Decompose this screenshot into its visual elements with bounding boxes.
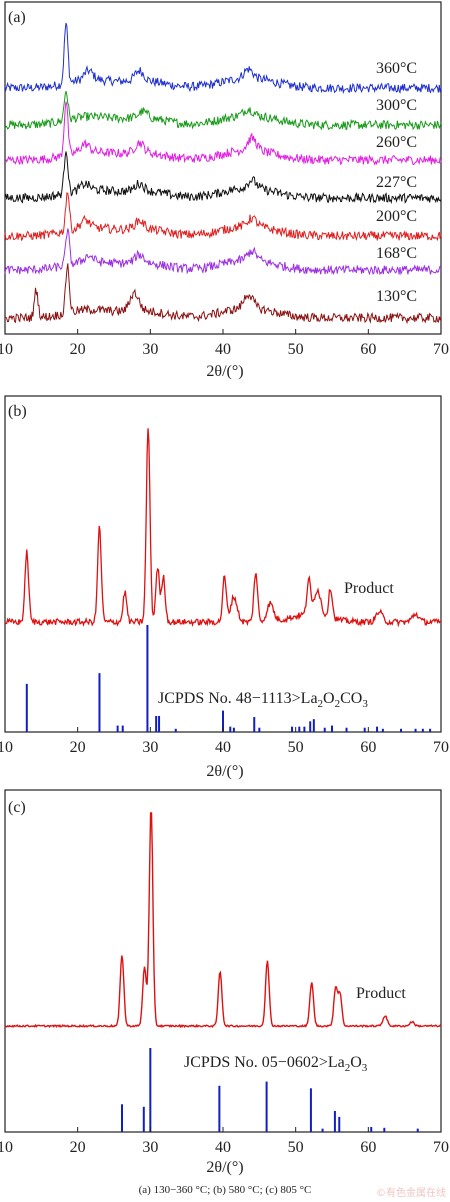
- ref-b-sub2: 2: [335, 698, 341, 710]
- panel-a-x-tick-label-10: 10: [0, 341, 13, 358]
- panel-c-curves: [4, 812, 442, 1029]
- series-300c-line: [4, 90, 442, 131]
- series-227c-line: [4, 151, 442, 205]
- panel-a-frame: [4, 1, 442, 335]
- panel-b-reference-label: JCPDS No. 48−1113>La2O2CO3: [158, 690, 368, 710]
- ref-b-sub1: 2: [318, 698, 324, 710]
- panel-b-label: (b): [8, 403, 27, 420]
- panel-c: (c) 10 20 30 40 50 60 70 Product JCPDS No. 05−…: [0, 789, 449, 1176]
- panel-c-x-tick-label-20: 20: [70, 1139, 86, 1156]
- ref-b-end: CO: [340, 690, 362, 707]
- panel-a-ticks: 10 20 30 40 50 60 70: [0, 329, 449, 358]
- product-b-line: [4, 428, 442, 628]
- panel-b-x-tick-label-70: 70: [433, 739, 449, 756]
- panel-b-x-axis-title: 2θ/(°): [206, 763, 243, 780]
- ref-c-main: JCPDS No. 05−0602>La: [184, 1054, 345, 1071]
- ref-c-sub1: 2: [345, 1062, 351, 1074]
- panel-b-ticks: 10 20 30 40 50 60 70: [0, 727, 449, 756]
- panel-b-x-tick-label-60: 60: [360, 739, 376, 756]
- series-label-130c: 130°C: [376, 288, 417, 305]
- panel-c-x-tick-label-30: 30: [142, 1139, 158, 1156]
- series-label-300c: 300°C: [376, 97, 417, 114]
- series-168c-line: [4, 228, 442, 276]
- series-label-168c: 168°C: [376, 245, 417, 262]
- ref-c-mid: O: [350, 1054, 362, 1071]
- panel-c-frame: [4, 789, 442, 1133]
- product-c-line: [4, 812, 442, 1029]
- panel-c-ticks: 10 20 30 40 50 60 70: [0, 1127, 449, 1156]
- panel-a-x-tick-label-40: 40: [215, 341, 231, 358]
- panel-c-x-tick-label-10: 10: [0, 1139, 13, 1156]
- panel-b-curves: [4, 428, 442, 628]
- panel-c-reference-label: JCPDS No. 05−0602>La2O3: [184, 1054, 368, 1074]
- panel-b-product-label: Product: [344, 580, 394, 597]
- panel-b-x-tick-label-30: 30: [142, 739, 158, 756]
- panel-b-frame: [4, 395, 442, 733]
- panel-c-x-axis-title: 2θ/(°): [206, 1159, 243, 1176]
- panel-c-x-tick-label-70: 70: [433, 1139, 449, 1156]
- panel-b: (b) 10 20 30 40 50 60 70 Product JCPDS No. 48−…: [0, 395, 449, 780]
- series-label-227c: 227°C: [376, 174, 417, 191]
- panel-b-x-tick-label-40: 40: [215, 739, 231, 756]
- series-label-360c: 360°C: [376, 60, 417, 77]
- panel-a-x-tick-label-60: 60: [360, 341, 376, 358]
- panel-a-curves: 360°C 300°C 260°C 227°C 200°C 168°C 130°C: [4, 22, 442, 325]
- panel-c-x-tick-label-60: 60: [360, 1139, 376, 1156]
- ref-c-sub3: 3: [362, 1062, 368, 1074]
- series-130c-line: [4, 263, 442, 325]
- panel-c-product-label: Product: [356, 985, 406, 1002]
- panel-b-x-tick-label-20: 20: [70, 739, 86, 756]
- panel-c-reference-lines: [120, 1048, 419, 1132]
- panel-a-x-tick-label-20: 20: [70, 341, 86, 358]
- panel-a-label: (a): [8, 9, 26, 26]
- panel-c-label: (c): [8, 799, 26, 816]
- series-label-260c: 260°C: [376, 134, 417, 151]
- series-200c-line: [4, 192, 442, 242]
- panel-a-x-axis-title: 2θ/(°): [206, 363, 243, 380]
- series-260c-line: [4, 101, 442, 166]
- figure-caption: (a) 130−360 °C; (b) 580 °C; (c) 805 °C: [138, 1184, 312, 1196]
- ref-b-sub3: 3: [362, 698, 368, 710]
- panel-a: (a) 360°C300°C260°C227°C200°C168°C130°C …: [0, 1, 449, 380]
- panel-b-x-tick-label-50: 50: [288, 739, 304, 756]
- series-label-200c: 200°C: [376, 208, 417, 225]
- ref-b-mid: O: [323, 690, 335, 707]
- ref-b-main: JCPDS No. 48−1113>La: [158, 690, 318, 707]
- panel-c-x-tick-label-50: 50: [288, 1139, 304, 1156]
- panel-a-x-tick-label-50: 50: [288, 341, 304, 358]
- watermark: ©有色金属在线: [376, 1188, 446, 1199]
- panel-b-x-tick-label-10: 10: [0, 739, 13, 756]
- panel-b-reference-lines: [25, 625, 432, 732]
- panel-a-x-tick-label-30: 30: [142, 341, 158, 358]
- panel-c-x-tick-label-40: 40: [215, 1139, 231, 1156]
- series-360c-line: [4, 22, 442, 95]
- panel-a-x-tick-label-70: 70: [433, 341, 449, 358]
